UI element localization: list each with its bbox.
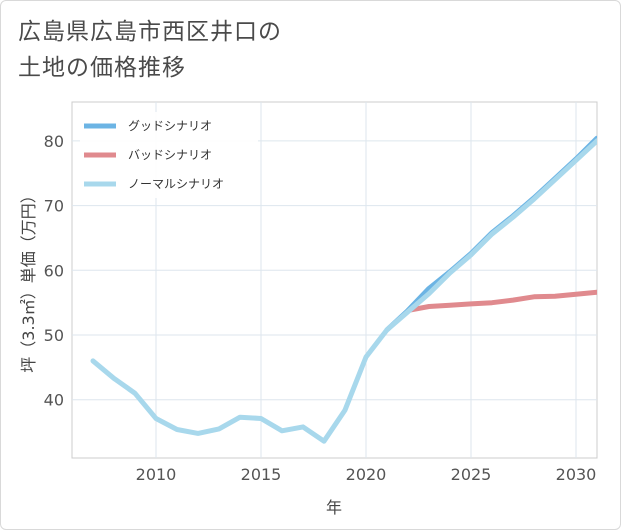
y-tick-label: 40 [44,391,64,410]
grid-lines [72,102,597,458]
y-tick-label: 70 [44,197,64,216]
series-lines [90,135,597,444]
legend-label-1: バッドシナリオ [128,148,212,162]
series-line-2 [90,138,597,444]
tick-labels: 2010 2015 2020 2025 2030 40 50 60 70 80 [44,132,597,484]
chart-title: 広島県広島市西区井口の 土地の価格推移 [18,19,282,81]
x-tick-label: 2010 [136,465,177,484]
x-tick-label: 2020 [346,465,387,484]
x-tick-label: 2015 [241,465,282,484]
legend-label-2: ノーマルシナリオ [128,177,224,191]
x-tick-label: 2030 [556,465,597,484]
x-axis-label: 年 [326,498,342,517]
x-tick-label: 2025 [451,465,492,484]
y-tick-label: 80 [44,132,64,151]
y-tick-label: 60 [44,261,64,280]
y-tick-label: 50 [44,326,64,345]
legend-label-0: グッドシナリオ [128,119,212,133]
series-line-1 [405,289,597,313]
y-axis-label: 坪（3.3㎡）単価（万円） [19,187,38,372]
